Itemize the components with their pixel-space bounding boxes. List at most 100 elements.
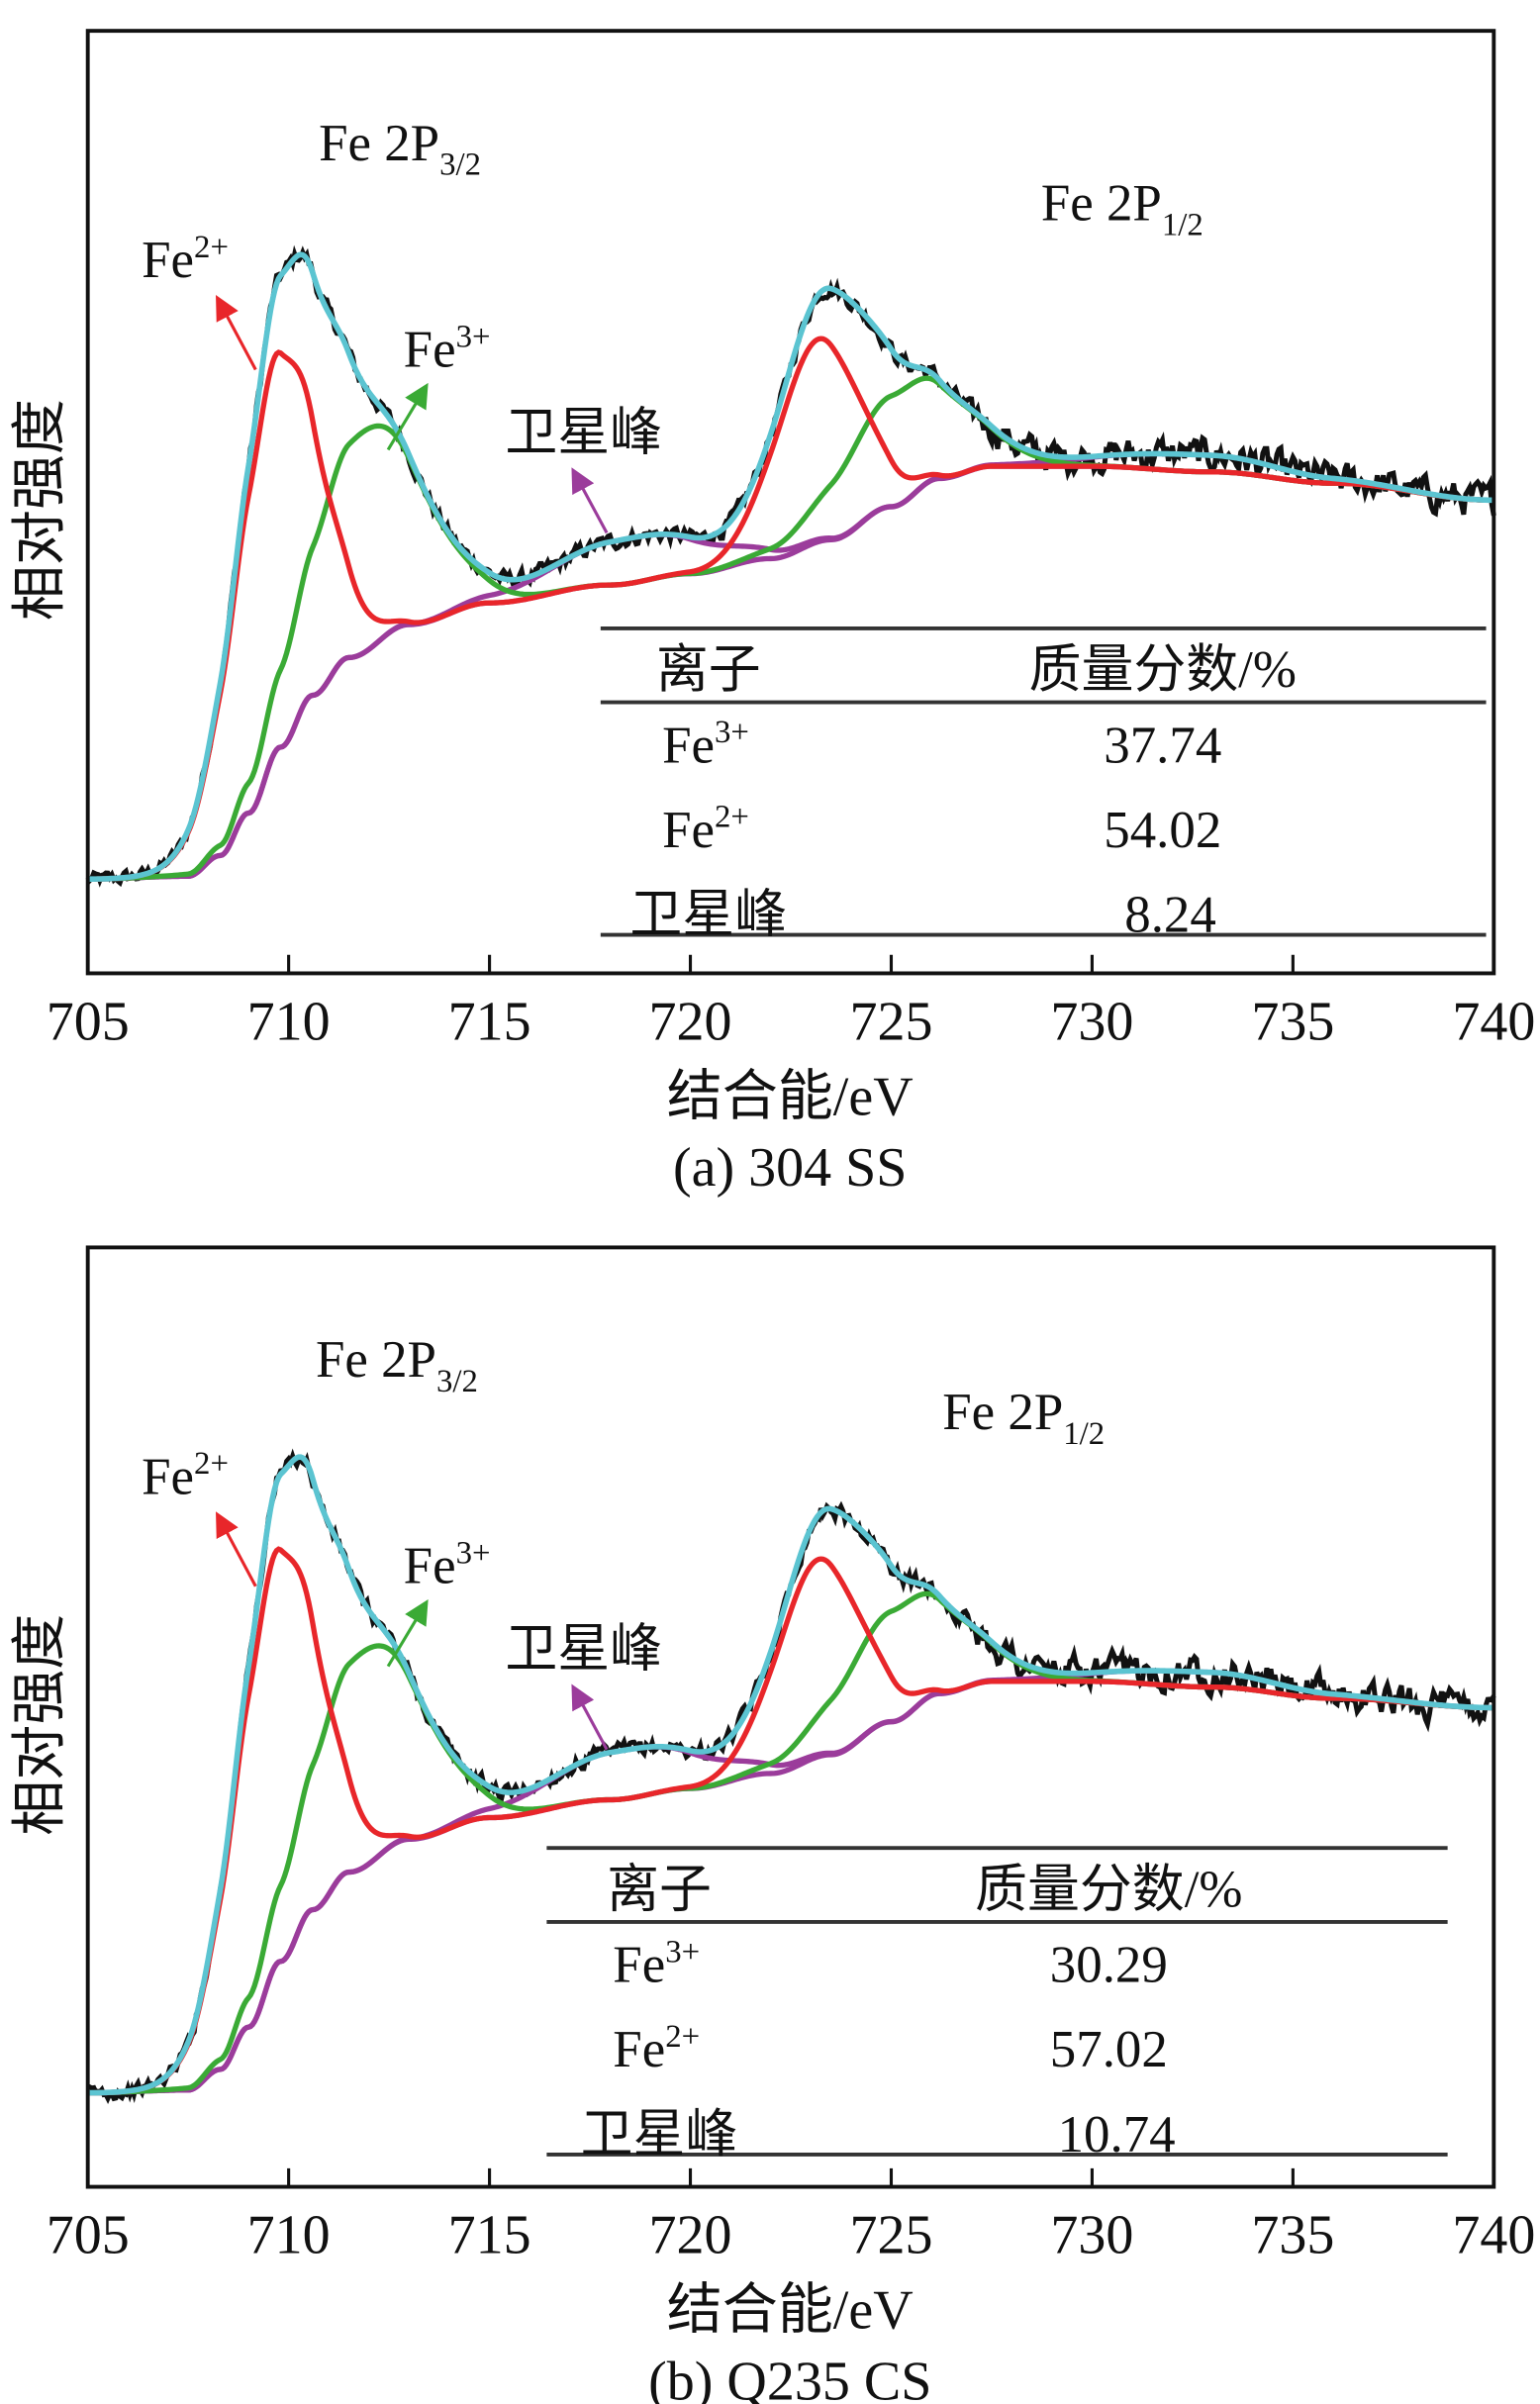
fe2-label: Fe2+ bbox=[142, 1446, 229, 1505]
panel-b: 705 710 715 720 725 730 735 740 结合能/eV (b) Q235 C… bbox=[10, 1245, 1535, 2404]
fe2-arrow-icon bbox=[216, 1511, 257, 1587]
table-row: Fe3+ 37.74 bbox=[662, 715, 1221, 774]
table-header-ion: 离子 bbox=[656, 641, 761, 699]
x-tick-label: 740 bbox=[1452, 991, 1535, 1052]
fe3-label: Fe3+ bbox=[404, 1536, 491, 1595]
fe2-label-superscript: 2+ bbox=[194, 1446, 229, 1482]
table-cell-value: 54.02 bbox=[1104, 802, 1221, 859]
x-axis-label: 结合能/eV bbox=[667, 2280, 914, 2342]
raw-data-line bbox=[86, 1448, 1496, 2105]
fe3-label-main: Fe bbox=[404, 1538, 456, 1595]
table-cell-ion: 卫星峰 bbox=[629, 886, 787, 943]
x-tick-label: 740 bbox=[1452, 2204, 1535, 2265]
table-header-ion: 离子 bbox=[607, 1861, 712, 1918]
table-header-fraction: 质量分数/% bbox=[975, 1861, 1242, 1918]
table-cell-ion-main: Fe bbox=[662, 717, 715, 774]
x-tick-label: 715 bbox=[448, 991, 531, 1052]
x-tick-label: 725 bbox=[849, 991, 932, 1052]
fe3-label: Fe3+ bbox=[404, 319, 491, 378]
table-cell-value: 37.74 bbox=[1104, 717, 1221, 774]
y-axis-label: 相对强度 bbox=[10, 399, 71, 621]
fe-2p32-label: Fe 2P3/2 bbox=[316, 1331, 478, 1399]
table-cell-ion-main: Fe bbox=[662, 802, 715, 859]
panel-caption: (a) 304 SS bbox=[673, 1137, 907, 1199]
fe3-label-main: Fe bbox=[404, 321, 456, 378]
x-tick-label: 725 bbox=[849, 2204, 932, 2265]
x-tick-label: 730 bbox=[1050, 991, 1133, 1052]
table-cell-ion: Fe3+ bbox=[613, 1935, 700, 1994]
table-row: 卫星峰 8.24 bbox=[629, 886, 1215, 943]
table-cell-value: 8.24 bbox=[1124, 886, 1216, 943]
fe2-arrow-icon bbox=[216, 294, 257, 371]
fe-2p32-label-subscript: 3/2 bbox=[436, 1364, 478, 1399]
x-tick-label: 710 bbox=[247, 2204, 331, 2265]
x-tick-label: 720 bbox=[649, 991, 732, 1052]
table-cell-value: 10.74 bbox=[1058, 2106, 1176, 2164]
fe-2p32-label: Fe 2P3/2 bbox=[319, 115, 481, 183]
x-tick-label: 705 bbox=[47, 2204, 130, 2265]
fe-2p12-label-subscript: 1/2 bbox=[1063, 1416, 1105, 1452]
raw-data-line bbox=[85, 244, 1496, 888]
satellite-arrow-icon bbox=[571, 467, 609, 534]
panel-caption: (b) Q235 CS bbox=[648, 2351, 931, 2404]
fe2-label-superscript: 2+ bbox=[194, 230, 229, 265]
fe-2p12-label: Fe 2P1/2 bbox=[1041, 175, 1203, 243]
fe2-label-main: Fe bbox=[142, 1448, 194, 1505]
table-row: Fe3+ 30.29 bbox=[613, 1935, 1168, 1994]
fe2-peak-line bbox=[87, 336, 1494, 882]
plot-frame bbox=[85, 29, 1496, 976]
satellite-label: 卫星峰 bbox=[505, 1621, 662, 1679]
table-row: Fe2+ 54.02 bbox=[662, 800, 1221, 859]
x-axis-label: 结合能/eV bbox=[667, 1067, 914, 1128]
satellite-peak-line bbox=[87, 1668, 1494, 2096]
table-cell-ion: Fe2+ bbox=[662, 800, 749, 859]
fe-2p12-label-main: Fe 2P bbox=[942, 1384, 1063, 1441]
table-cell-ion-main: Fe bbox=[613, 1937, 665, 1994]
fe2-label: Fe2+ bbox=[142, 230, 229, 289]
fe3-label-superscript: 3+ bbox=[456, 319, 491, 354]
satellite-label: 卫星峰 bbox=[505, 404, 662, 461]
x-tick-label: 705 bbox=[47, 991, 130, 1052]
table-cell-ion: Fe3+ bbox=[662, 715, 749, 774]
x-tick-label: 735 bbox=[1251, 2204, 1334, 2265]
fe3-arrow-icon bbox=[386, 1599, 429, 1668]
fe3-label-superscript: 3+ bbox=[456, 1536, 491, 1572]
table-cell-ion-superscript: 3+ bbox=[665, 1935, 700, 1971]
table-cell-ion-main: Fe bbox=[613, 2021, 665, 2078]
table-cell-ion: 卫星峰 bbox=[581, 2106, 738, 2164]
table-row: Fe2+ 57.02 bbox=[613, 2019, 1168, 2078]
x-tick-label: 720 bbox=[649, 2204, 732, 2265]
x-tick-label: 710 bbox=[247, 991, 331, 1052]
fe3-peak-line bbox=[87, 1590, 1494, 2096]
table-row: 卫星峰 10.74 bbox=[581, 2106, 1176, 2164]
fe2-label-main: Fe bbox=[142, 232, 194, 289]
x-tick-label: 730 bbox=[1050, 2204, 1133, 2265]
table-cell-value: 57.02 bbox=[1050, 2021, 1168, 2078]
x-tick-label: 715 bbox=[448, 2204, 531, 2265]
background-line bbox=[87, 1679, 1494, 2096]
table-cell-ion: Fe2+ bbox=[613, 2019, 700, 2078]
envelope-fit-line bbox=[87, 1454, 1494, 2096]
panel-a: 705 710 715 720 725 730 735 740 结合能/eV (a) 304 SS… bbox=[10, 29, 1535, 1199]
fe-2p12-label: Fe 2P1/2 bbox=[942, 1384, 1105, 1452]
satellite-arrow-icon bbox=[571, 1683, 609, 1751]
table-cell-ion-superscript: 2+ bbox=[665, 2019, 700, 2055]
fe-2p32-label-subscript: 3/2 bbox=[439, 147, 481, 183]
fe-2p12-label-main: Fe 2P bbox=[1041, 175, 1162, 233]
fe2-peak-line bbox=[87, 1546, 1494, 2096]
plot-frame bbox=[85, 1245, 1496, 2189]
table-cell-ion-superscript: 2+ bbox=[715, 800, 749, 835]
table-cell-value: 30.29 bbox=[1050, 1937, 1168, 1994]
x-tick-label: 735 bbox=[1251, 991, 1334, 1052]
table-cell-ion-superscript: 3+ bbox=[715, 715, 749, 750]
table-header-fraction: 质量分数/% bbox=[1029, 641, 1297, 699]
fe3-arrow-icon bbox=[386, 382, 429, 451]
fe-2p32-label-main: Fe 2P bbox=[319, 115, 439, 172]
fe-2p12-label-subscript: 1/2 bbox=[1162, 207, 1203, 242]
y-axis-label: 相对强度 bbox=[10, 1614, 71, 1836]
fe-2p32-label-main: Fe 2P bbox=[316, 1331, 436, 1389]
envelope-fit-line bbox=[87, 251, 1494, 882]
